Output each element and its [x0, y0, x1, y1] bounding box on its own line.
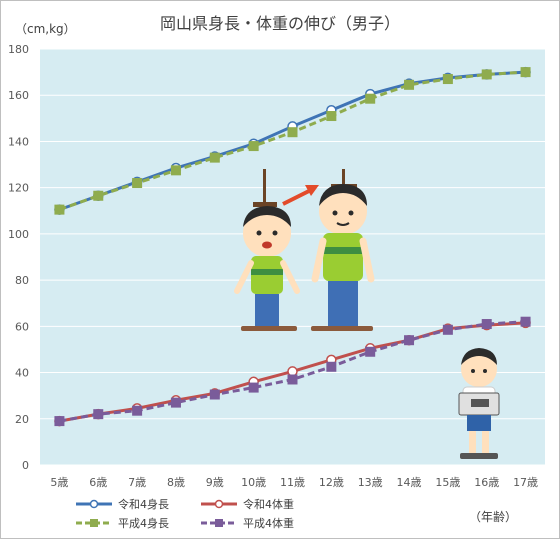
data-point [365, 346, 376, 357]
data-point [481, 69, 492, 80]
data-point [248, 141, 259, 152]
x-axis-ticks: 5歳 6歳 7歳 8歳 9歳 10歳 11歳 12歳 13歳 14歳 15歳 16歳 17歳 [50, 476, 538, 489]
x-tick-label: 12歳 [319, 476, 344, 489]
x-tick-label: 8歳 [167, 476, 185, 489]
y-axis-ticks: 0 20 40 60 80 100 120 140 160 180 [8, 43, 29, 472]
series-group [54, 66, 531, 427]
illustration-group [234, 169, 500, 459]
legend-item: 平成4体重 [201, 516, 294, 530]
data-point [54, 204, 65, 215]
y-tick-label: 140 [8, 135, 29, 148]
x-tick-label: 10歳 [241, 476, 266, 489]
chart-title: 岡山県身長・体重の伸び（男子） [160, 14, 400, 33]
data-point [248, 382, 259, 393]
x-axis-unit: （年齢） [469, 509, 517, 524]
x-tick-label: 9歳 [206, 476, 224, 489]
y-tick-label: 20 [15, 413, 29, 426]
data-point [326, 361, 337, 372]
y-tick-label: 0 [22, 459, 29, 472]
y-axis-unit: （cm,kg） [15, 22, 76, 36]
data-point [170, 397, 181, 408]
x-tick-label: 14歳 [397, 476, 422, 489]
data-point [209, 152, 220, 163]
legend-marker [214, 499, 224, 509]
data-point [442, 74, 453, 85]
child-small-illustration [234, 169, 300, 331]
legend-label: 令和4身長 [118, 497, 169, 511]
x-tick-label: 16歳 [474, 476, 499, 489]
data-point [93, 409, 104, 420]
data-point [287, 127, 298, 138]
x-tick-label: 5歳 [50, 476, 68, 489]
x-tick-label: 7歳 [128, 476, 146, 489]
x-tick-label: 13歳 [358, 476, 383, 489]
data-point [481, 319, 492, 330]
data-point [520, 316, 531, 327]
legend-label: 平成4身長 [118, 516, 169, 530]
data-point [132, 178, 143, 189]
data-point [404, 79, 415, 90]
data-point [520, 67, 531, 78]
series-4 [54, 316, 531, 427]
y-tick-label: 160 [8, 89, 29, 102]
data-point [54, 416, 65, 427]
data-point [170, 165, 181, 176]
y-tick-label: 60 [15, 320, 29, 333]
data-point [287, 374, 298, 385]
legend-item: 令和4体重 [201, 497, 294, 511]
child-on-scale-illustration [458, 348, 500, 459]
legend-label: 平成4体重 [243, 516, 294, 530]
legend-marker [215, 519, 223, 527]
y-tick-label: 120 [8, 182, 29, 195]
data-point [404, 335, 415, 346]
x-tick-label: 11歳 [280, 476, 305, 489]
legend-item: 令和4身長 [76, 497, 169, 511]
legend-label: 令和4体重 [243, 497, 294, 511]
data-point [365, 93, 376, 104]
legend-marker [90, 519, 98, 527]
legend-item: 平成4身長 [76, 516, 169, 530]
y-tick-label: 180 [8, 43, 29, 56]
y-tick-label: 100 [8, 228, 29, 241]
data-point [93, 190, 104, 201]
y-tick-label: 40 [15, 367, 29, 380]
series-3 [54, 67, 531, 215]
arrow-head-icon [305, 185, 319, 196]
data-point [209, 389, 220, 400]
data-point [326, 111, 337, 122]
arrow-icon [282, 187, 314, 206]
legend-marker [89, 499, 99, 509]
data-point [442, 324, 453, 335]
x-tick-label: 15歳 [435, 476, 460, 489]
x-tick-label: 6歳 [89, 476, 107, 489]
y-tick-label: 80 [15, 274, 29, 287]
child-tall-illustration [311, 169, 375, 331]
x-tick-label: 17歳 [513, 476, 538, 489]
data-point [132, 405, 143, 416]
